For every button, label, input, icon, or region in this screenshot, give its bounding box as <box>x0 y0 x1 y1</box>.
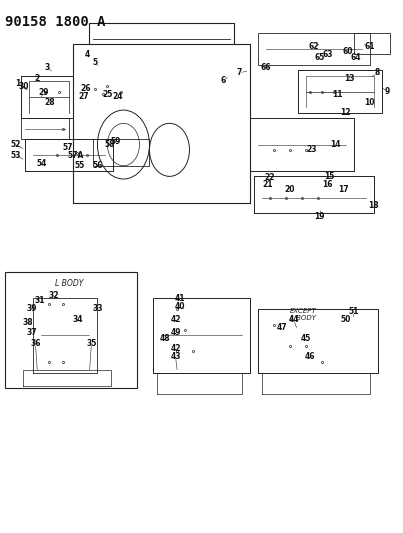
Text: 65: 65 <box>314 53 325 62</box>
Text: EXCEPT
L BODY: EXCEPT L BODY <box>289 308 316 321</box>
Text: 16: 16 <box>322 180 333 189</box>
Text: 29: 29 <box>38 88 49 97</box>
Text: 42: 42 <box>170 344 181 353</box>
Text: 44: 44 <box>288 315 299 324</box>
Text: 59: 59 <box>110 138 120 147</box>
Text: 25: 25 <box>102 90 112 99</box>
Text: 42: 42 <box>170 315 181 324</box>
Text: 55: 55 <box>74 161 85 170</box>
Text: 50: 50 <box>341 315 351 324</box>
Text: 47: 47 <box>276 323 287 332</box>
Text: 34: 34 <box>72 315 83 324</box>
Text: 22: 22 <box>264 173 275 182</box>
Text: 53: 53 <box>10 151 21 160</box>
Text: 62: 62 <box>308 42 319 51</box>
Text: 46: 46 <box>304 352 315 361</box>
Text: 17: 17 <box>338 185 349 194</box>
Text: 13: 13 <box>344 74 355 83</box>
Text: 51: 51 <box>349 307 359 316</box>
Text: 4: 4 <box>85 50 90 59</box>
Text: 5: 5 <box>93 58 98 67</box>
Text: 9: 9 <box>385 87 390 96</box>
Text: 15: 15 <box>324 172 335 181</box>
Text: 49: 49 <box>170 328 181 337</box>
Text: 66: 66 <box>260 63 271 72</box>
Text: 57: 57 <box>62 143 73 152</box>
Text: 54: 54 <box>36 159 47 167</box>
Bar <box>93 139 150 166</box>
Text: 35: 35 <box>86 339 97 348</box>
Bar <box>258 33 370 65</box>
Text: 61: 61 <box>364 42 375 51</box>
Text: 41: 41 <box>174 294 185 303</box>
Text: 19: 19 <box>314 212 325 221</box>
Text: 60: 60 <box>342 47 353 56</box>
Text: 7: 7 <box>237 68 242 77</box>
Bar <box>353 33 390 54</box>
Text: 48: 48 <box>160 334 171 343</box>
Text: 30: 30 <box>18 82 29 91</box>
Text: 32: 32 <box>48 291 59 300</box>
Text: 1: 1 <box>15 79 20 88</box>
Text: L BODY: L BODY <box>55 279 83 288</box>
Text: 8: 8 <box>375 68 380 77</box>
Text: 3: 3 <box>45 63 50 72</box>
Text: 52: 52 <box>10 140 21 149</box>
Text: 2: 2 <box>35 74 40 83</box>
Text: 12: 12 <box>340 108 351 117</box>
Text: 21: 21 <box>262 180 273 189</box>
Text: 18: 18 <box>368 201 379 210</box>
Text: 31: 31 <box>34 296 45 305</box>
Text: 56: 56 <box>92 161 103 170</box>
Text: 20: 20 <box>284 185 295 194</box>
Text: 14: 14 <box>330 140 341 149</box>
Text: 63: 63 <box>322 50 333 59</box>
Text: 43: 43 <box>170 352 181 361</box>
Text: 57A: 57A <box>67 151 83 160</box>
Text: 37: 37 <box>26 328 37 337</box>
Text: 26: 26 <box>80 84 91 93</box>
Bar <box>5 272 137 389</box>
Text: 38: 38 <box>22 318 33 327</box>
Text: 90158 1800 A: 90158 1800 A <box>5 14 106 29</box>
Text: 6: 6 <box>221 76 226 85</box>
Text: 10: 10 <box>364 98 375 107</box>
Text: 23: 23 <box>306 146 317 155</box>
Bar <box>21 118 69 139</box>
Text: 11: 11 <box>332 90 343 99</box>
Text: 28: 28 <box>44 98 55 107</box>
Text: 36: 36 <box>30 339 41 348</box>
Text: 27: 27 <box>78 92 89 101</box>
Text: 33: 33 <box>92 304 103 313</box>
Text: 40: 40 <box>174 302 185 311</box>
Text: 45: 45 <box>300 334 311 343</box>
Text: 64: 64 <box>350 53 361 62</box>
Text: 39: 39 <box>26 304 37 313</box>
Text: 58: 58 <box>104 140 115 149</box>
Text: 24: 24 <box>112 92 123 101</box>
